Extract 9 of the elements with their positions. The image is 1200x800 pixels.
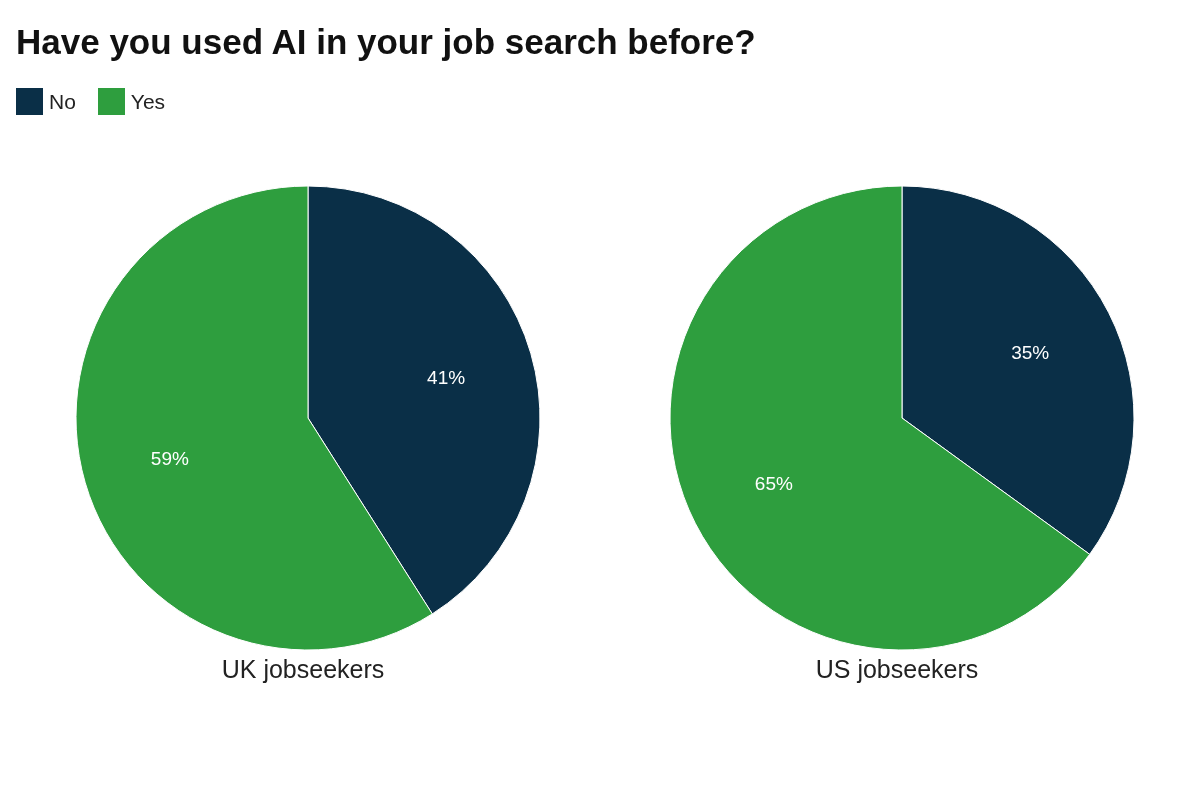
legend-label: Yes: [130, 89, 166, 114]
data-label: 41%: [427, 367, 466, 389]
data-label: 59%: [150, 447, 189, 469]
slice-label: UK jobseekers: [220, 655, 386, 684]
slice-label: US jobseekers: [814, 655, 980, 684]
legend-label: No: [49, 89, 76, 114]
data-label: 65%: [754, 472, 793, 494]
chart-title: Have you used AI in your job search before?: [16, 22, 756, 62]
data-label: 35%: [1011, 342, 1050, 364]
